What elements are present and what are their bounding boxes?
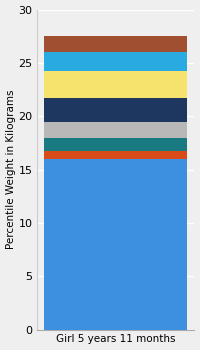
- Bar: [44, 98, 187, 121]
- Bar: [44, 159, 187, 330]
- Bar: [44, 52, 187, 71]
- Bar: [44, 152, 187, 159]
- Bar: [44, 36, 187, 52]
- Bar: [44, 121, 187, 138]
- Bar: [44, 138, 187, 152]
- Y-axis label: Percentile Weight in Kilograms: Percentile Weight in Kilograms: [6, 90, 16, 249]
- Bar: [44, 71, 187, 98]
